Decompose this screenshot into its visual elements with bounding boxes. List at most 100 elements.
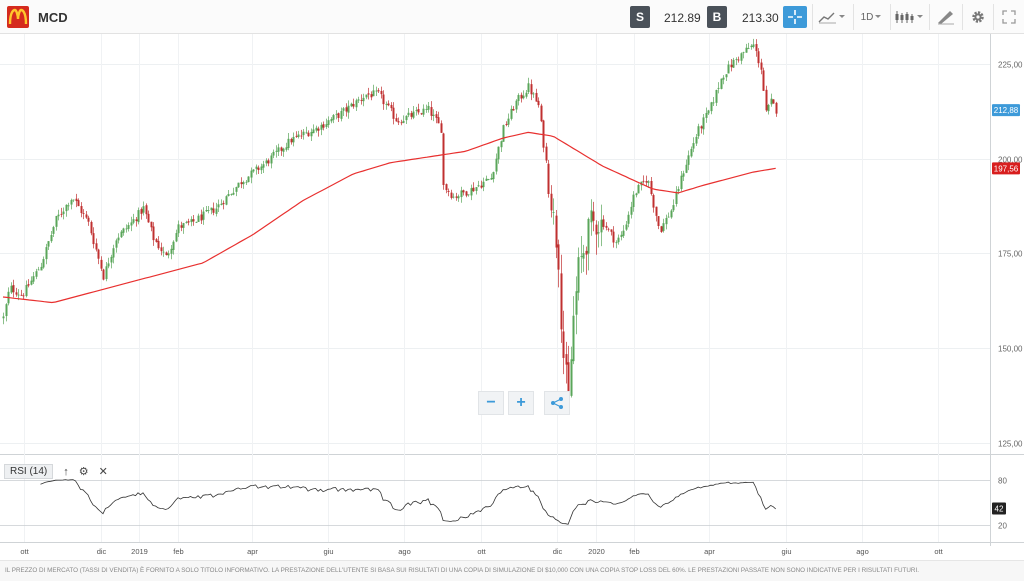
candle-up	[722, 77, 725, 80]
candle-down	[337, 113, 340, 118]
candle-down	[392, 107, 395, 119]
candle-up	[690, 148, 693, 157]
candle-down	[27, 284, 30, 286]
interval-label: 1D	[860, 11, 874, 23]
candle-up	[372, 90, 375, 97]
buy-button[interactable]: B	[707, 6, 727, 28]
candle-up	[747, 48, 750, 50]
share-button[interactable]	[544, 391, 570, 415]
close-icon[interactable]: ✕	[98, 466, 108, 478]
candle-down	[322, 124, 325, 128]
candle-up	[205, 210, 208, 212]
indicators-button[interactable]	[818, 6, 848, 28]
candle-up	[67, 205, 70, 207]
chart-type-button[interactable]	[894, 6, 926, 28]
settings-button[interactable]	[966, 6, 990, 28]
candle-up	[600, 219, 603, 233]
candle-up	[5, 304, 8, 317]
gear-icon	[972, 11, 984, 23]
crosshair-button[interactable]	[783, 6, 807, 28]
candle-down	[417, 109, 420, 113]
candle-down	[550, 193, 553, 211]
candle-up	[457, 196, 460, 199]
candle-down	[655, 206, 658, 216]
time-tick-label: giu	[781, 547, 791, 556]
candle-up	[195, 221, 198, 223]
time-tick-label: apr	[704, 547, 715, 556]
gear-icon[interactable]: ⚙	[78, 466, 89, 478]
candle-up	[500, 141, 503, 148]
candle-up	[740, 53, 743, 61]
candle-up	[680, 175, 683, 190]
fullscreen-button[interactable]	[998, 6, 1020, 28]
candle-up	[340, 111, 343, 119]
candle-up	[725, 74, 728, 78]
candle-up	[687, 155, 690, 165]
candle-up	[507, 118, 510, 125]
candle-up	[342, 108, 345, 111]
arrow-up-icon[interactable]: ↑	[63, 465, 69, 478]
candle-up	[242, 182, 245, 185]
rsi-header: RSI (14) ↑ ⚙ ✕	[4, 464, 108, 479]
price-chart[interactable]: 225,00 200,00 175,00 150,00 125,00 212,88 197,…	[0, 34, 1024, 560]
sell-button[interactable]: S	[630, 6, 650, 28]
candle-up	[510, 108, 513, 119]
share-icon	[551, 397, 563, 409]
sell-price[interactable]: 212.89	[664, 11, 701, 25]
candle-up	[70, 200, 73, 205]
candle-up	[282, 148, 285, 152]
price-tick-label: 150,00	[998, 345, 1023, 354]
candle-up	[695, 136, 698, 144]
candle-down	[165, 252, 168, 255]
candle-down	[135, 219, 138, 222]
rsi-level-label: 80	[998, 477, 1007, 486]
candle-down	[612, 231, 615, 243]
candle-up	[617, 237, 620, 243]
price-tick-label: 175,00	[998, 250, 1023, 259]
candle-down	[585, 250, 588, 255]
candle-up	[627, 214, 630, 224]
buy-price[interactable]: 213.30	[742, 11, 779, 25]
candle-up	[572, 315, 575, 362]
candle-up	[590, 210, 593, 223]
candle-down	[650, 181, 653, 195]
candle-down	[395, 118, 398, 122]
candle-up	[582, 253, 585, 259]
price-tick-label: 125,00	[998, 440, 1023, 449]
candle-down	[535, 92, 538, 102]
rsi-label[interactable]: RSI (14)	[4, 464, 54, 479]
candle-up	[172, 241, 175, 250]
candlestick-icon	[895, 11, 923, 23]
candle-up	[325, 124, 328, 127]
candle-up	[252, 169, 255, 172]
candle-up	[685, 164, 688, 173]
candle-up	[470, 188, 473, 196]
candle-up	[115, 240, 118, 248]
candle-down	[257, 167, 260, 171]
zoom-in-button[interactable]: +	[508, 391, 534, 415]
candle-up	[262, 164, 265, 168]
candle-down	[757, 51, 760, 64]
candle-up	[597, 232, 600, 234]
candle-up	[570, 359, 573, 396]
candle-up	[302, 131, 305, 136]
chevron-down-icon	[875, 15, 882, 18]
candle-down	[642, 180, 645, 182]
candle-down	[765, 89, 768, 111]
candle-down	[280, 147, 283, 151]
candle-up	[745, 47, 748, 53]
candle-up	[215, 208, 218, 214]
candle-up	[742, 52, 745, 54]
candle-down	[12, 285, 15, 293]
zoom-out-button[interactable]: −	[478, 391, 504, 415]
drawing-tools-button[interactable]	[933, 6, 959, 28]
candle-up	[310, 131, 313, 137]
candle-up	[185, 222, 188, 223]
candle-up	[427, 105, 430, 110]
candle-down	[15, 292, 18, 295]
candle-up	[122, 228, 125, 233]
candle-down	[92, 233, 95, 245]
candle-down	[730, 64, 733, 68]
time-tick-label: dic	[553, 547, 563, 556]
interval-selector[interactable]: 1D	[857, 6, 887, 28]
